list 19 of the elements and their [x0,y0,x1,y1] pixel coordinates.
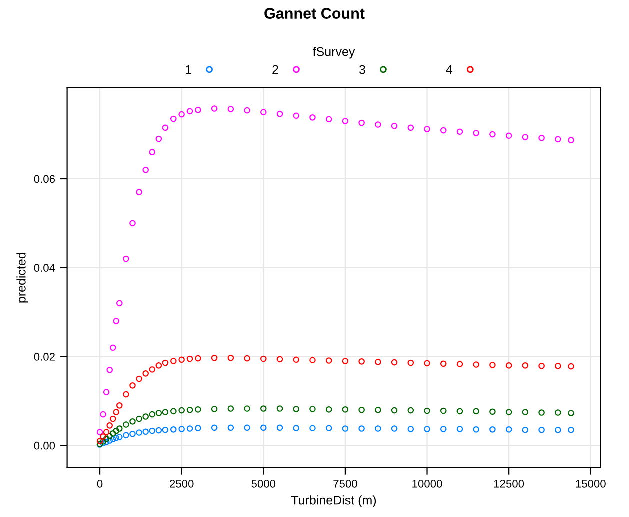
legend-label: 4 [446,65,453,74]
y-tick-label: 0.06 [34,175,56,184]
legend-label: 3 [359,65,366,74]
chart-title: Gannet Count [264,8,365,19]
y-tick-label: 0.04 [34,264,56,272]
x-tick-label: 12500 [494,480,524,488]
x-tick-label: 15000 [576,480,606,488]
x-tick-label: 7500 [334,480,358,488]
x-tick-label: 10000 [412,480,442,488]
x-tick-label: 5000 [252,480,276,488]
x-tick-label: 0 [97,480,103,488]
legend-title: fSurvey [312,47,356,59]
y-axis-title: predicted [16,252,28,303]
legend-label: 2 [272,65,278,74]
x-tick-label: 2500 [170,480,194,488]
y-tick-label: 0.02 [34,353,55,361]
y-tick-label: 0.00 [34,442,56,450]
x-axis-title: TurbineDist (m) [291,496,376,508]
legend-label: 1 [186,65,192,74]
